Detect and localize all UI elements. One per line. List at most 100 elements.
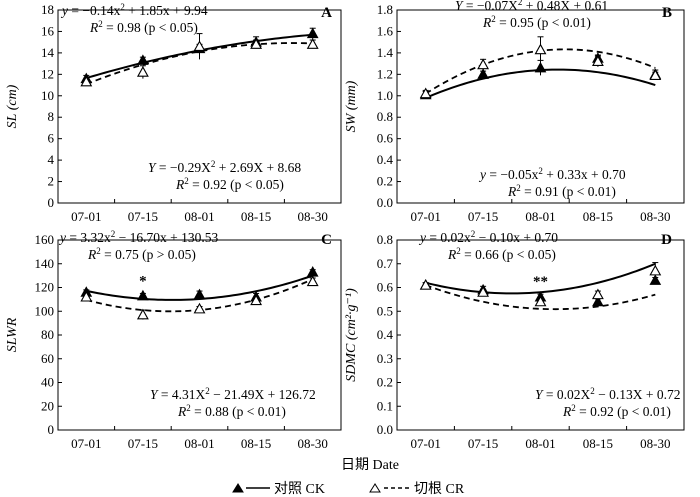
y-tick-label: 18 — [41, 2, 54, 17]
ck-point — [193, 288, 206, 300]
y-tick-label: 20 — [41, 398, 54, 413]
y-tick-label: 60 — [41, 351, 54, 366]
ck-point — [306, 27, 319, 39]
y-tick-label: 0 — [48, 195, 55, 210]
x-axis-title: 日期 Date — [341, 457, 399, 473]
x-tick-label: 08-01 — [184, 436, 214, 451]
y-tick-label: 80 — [41, 327, 54, 342]
y-tick-label: 0.2 — [377, 375, 393, 390]
cr-point — [649, 69, 662, 80]
ck-point — [649, 274, 662, 285]
x-tick-label: 07-01 — [71, 209, 101, 224]
y-tick-label: 0.0 — [377, 422, 393, 437]
cr-point — [136, 308, 149, 320]
y-tick-label: 0.1 — [377, 398, 393, 413]
x-tick-label: 08-01 — [184, 209, 214, 224]
x-tick-label: 08-01 — [525, 209, 555, 224]
legend-cr-marker — [369, 483, 381, 493]
x-tick-label: 08-01 — [525, 436, 555, 451]
cr-point — [477, 58, 490, 70]
y-tick-label: 16 — [41, 23, 55, 38]
panel-letter: C — [321, 232, 332, 248]
cr-point — [591, 288, 604, 300]
y-tick-label: 0.7 — [377, 256, 394, 271]
fit-equation: y = −0.14x2 + 1.85x + 9.94 — [60, 2, 208, 18]
fit-equation: Y = −0.07X2 + 0.48X + 0.61 — [455, 0, 608, 13]
y-tick-label: 0.4 — [377, 152, 394, 167]
panel-A: 0 2 4 6 8 10 12 14 16 18 07-01 07-15 08-01 08-15 08-30… — [5, 2, 342, 224]
x-tick-label: 07-15 — [468, 436, 498, 451]
x-tick-label: 08-30 — [640, 436, 670, 451]
y-tick-label: 40 — [41, 375, 54, 390]
cr-point — [306, 275, 319, 287]
x-tick-label: 08-15 — [241, 436, 271, 451]
cr-point — [306, 38, 319, 49]
cr-point — [193, 302, 206, 314]
ck-point — [477, 68, 489, 79]
fit-equation: y = −0.05x2 + 0.33x + 0.70 — [478, 166, 626, 182]
panel-letter: D — [661, 232, 672, 248]
fit-r-squared: R2 = 0.91 (p < 0.01) — [507, 183, 616, 199]
cr-point — [136, 66, 149, 77]
fit-r-squared: R2 = 0.95 (p < 0.01) — [482, 14, 591, 30]
cr-point — [419, 278, 432, 290]
cr-point — [80, 290, 93, 302]
x-tick-label: 08-30 — [298, 209, 328, 224]
significance-mark: * — [139, 273, 147, 289]
x-tick-label: 08-15 — [583, 436, 613, 451]
ck-point — [592, 295, 604, 307]
y-tick-label: 1.4 — [377, 45, 394, 60]
y-axis-label: SL (cm) — [5, 84, 20, 128]
cr-fit-line — [85, 42, 313, 86]
cr-point — [591, 55, 604, 67]
y-axis-label: SW (mm) — [344, 80, 359, 132]
fit-equation: Y = −0.29X2 + 2.69X + 8.68 — [148, 159, 301, 175]
y-tick-label: 0 — [48, 422, 55, 437]
cr-point — [649, 264, 662, 276]
y-tick-label: 0.0 — [377, 195, 393, 210]
panel-B: 0.0 0.2 0.4 0.6 0.8 1.0 1.2 1.4 1.6 1.8 07-01 07-15… — [344, 0, 685, 224]
x-tick-label: 08-30 — [298, 436, 328, 451]
x-tick-label: 07-15 — [128, 209, 158, 224]
y-tick-label: 140 — [35, 256, 55, 271]
cr-point — [80, 75, 93, 87]
ck-point — [137, 54, 149, 65]
x-tick-label: 07-15 — [128, 436, 158, 451]
y-axis-label: SLWR — [5, 317, 20, 352]
ck-point — [306, 266, 319, 277]
y-tick-label: 160 — [35, 232, 55, 247]
y-tick-label: 120 — [35, 280, 55, 295]
x-tick-label: 07-15 — [468, 209, 498, 224]
y-tick-label: 100 — [35, 303, 55, 318]
x-tick-label: 07-01 — [411, 209, 441, 224]
y-tick-label: 14 — [41, 45, 55, 60]
y-tick-label: 12 — [41, 66, 54, 81]
fit-r-squared: R2 = 0.66 (p < 0.05) — [447, 246, 556, 262]
legend: 对照 CK 切根 CR — [232, 481, 465, 497]
fit-r-squared: R2 = 0.98 (p < 0.05) — [89, 19, 198, 35]
plot-frame — [57, 9, 342, 204]
cr-point — [534, 43, 547, 55]
plot-frame — [396, 9, 685, 204]
cr-point — [477, 286, 490, 297]
legend-ck-label: 对照 CK — [274, 481, 325, 497]
fit-r-squared: R2 = 0.75 (p > 0.05) — [87, 246, 196, 262]
cr-point — [419, 87, 432, 99]
fit-equation: Y = 0.02X2 − 0.13X + 0.72 — [535, 386, 681, 402]
ck-point — [534, 61, 547, 73]
x-tick-label: 07-01 — [71, 436, 101, 451]
y-tick-label: 1.6 — [377, 23, 394, 38]
y-tick-label: 0.8 — [377, 232, 393, 247]
panel-D: 0.0 0.1 0.2 0.3 0.4 0.5 0.6 0.7 0.8 07-01 07-15 08-… — [344, 229, 685, 451]
y-axis-label: SDMC (cm²·g⁻¹) — [344, 288, 359, 382]
fit-r-squared: R2 = 0.92 (p < 0.05) — [175, 176, 284, 192]
y-tick-label: 1.8 — [377, 2, 393, 17]
y-tick-label: 1.0 — [377, 88, 393, 103]
cr-point — [534, 295, 547, 307]
fit-r-squared: R2 = 0.92 (p < 0.01) — [562, 403, 671, 419]
cr-point — [250, 294, 263, 306]
y-tick-label: 6 — [48, 131, 55, 146]
y-tick-label: 0.8 — [377, 109, 393, 124]
